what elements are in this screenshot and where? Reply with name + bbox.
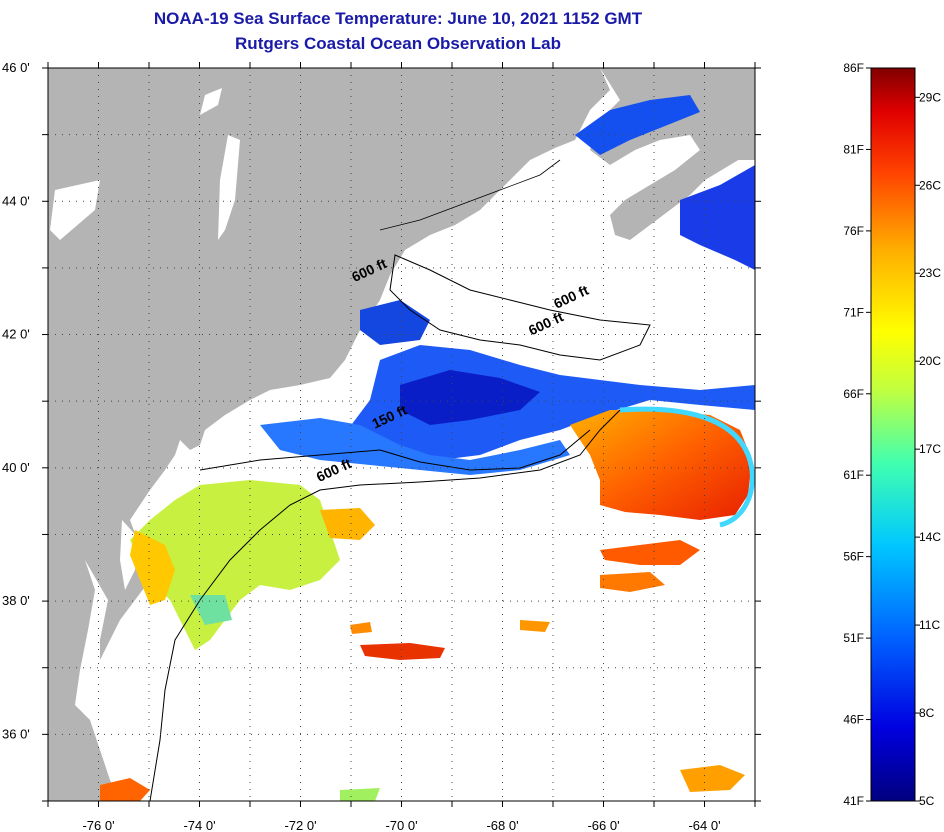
axis-ticks: -76 0' -74 0' -72 0' -70 0' -68 0' -66 0' -64 … [2,60,761,832]
cold-water-southern-new-england [260,418,570,475]
colorbar-label-f: 51F [843,631,864,645]
colorbar-label-f: 56F [843,550,864,564]
warm-patch-se [680,765,745,792]
lat-tick-label: 46 0' [2,60,30,75]
warm-patch-coastal [130,530,175,605]
land-cape-breton [720,100,755,160]
contour-600ft-gulf-of-maine [389,254,651,361]
lat-tick-label: 36 0' [2,726,30,741]
lon-tick-label: -68 0' [486,818,518,832]
colorbar-ticks: 86F 81F 76F 71F 66F 61F 56F 51F 46F 41F 29C 26C 23C 2… [843,61,941,808]
lat-tick-label: 40 0' [2,460,30,475]
warm-filament [600,540,700,565]
warm-patch-offshore [320,508,375,540]
colorbar-label-f: 81F [843,142,864,156]
colorbar-label-c: 5C [919,794,935,808]
land-us-northeast [48,68,610,801]
cold-water-core [400,370,540,425]
lat-tick-label: 38 0' [2,593,30,608]
contour-coastal [379,159,561,231]
lake [50,180,100,240]
colorbar-label-f: 41F [843,794,864,808]
colorbar [870,67,916,802]
colorbar-label-c: 8C [919,706,935,720]
lon-tick-label: -76 0' [82,818,114,832]
colorbar-label-f: 46F [843,713,864,727]
warm-filament [600,572,665,592]
colorbar-label-f: 76F [843,224,864,238]
cool-patch-south [340,788,380,801]
cold-water-scotian-shelf [680,165,755,270]
colorbar-label-c: 20C [919,354,941,368]
colorbar-label-f: 86F [843,61,864,75]
lon-tick-label: -70 0' [385,818,417,832]
cold-water-bay-of-fundy [575,95,700,155]
warm-patch-sw [100,778,150,801]
colorbar-label-c: 11C [919,618,940,632]
map-subtitle: Rutgers Coastal Ocean Observation Lab [235,34,561,53]
lon-tick-label: -64 0' [688,818,720,832]
map-title: NOAA-19 Sea Surface Temperature: June 10… [153,9,643,28]
warm-patch-south [360,643,445,660]
lon-tick-label: -66 0' [587,818,619,832]
lake [200,88,222,115]
contour-150ft [199,429,591,471]
colorbar-label-c: 29C [919,90,941,104]
colorbar-label-f: 71F [843,305,864,319]
shelf-water-mid-atlantic [130,480,340,650]
colorbar-label-f: 61F [843,468,864,482]
lon-tick-label: -72 0' [284,818,316,832]
warm-patch-south [520,620,550,632]
lat-tick-label: 42 0' [2,327,30,342]
gulf-stream-warm-core [570,410,752,520]
lon-tick-label: -74 0' [183,818,215,832]
lat-tick-label: 44 0' [2,193,30,208]
colorbar-label-f: 66F [843,387,864,401]
cool-patch-shelf [190,595,232,625]
colorbar-label-c: 17C [919,442,941,456]
gulf-stream-edge [619,406,755,528]
colorbar-label-c: 14C [919,530,941,544]
chesapeake-bay [75,560,108,720]
colorbar-label-c: 26C [919,178,941,192]
lake [218,135,240,240]
colorbar-label-c: 23C [919,266,941,280]
warm-patch-south [350,622,372,634]
contour-600ft [149,409,621,801]
